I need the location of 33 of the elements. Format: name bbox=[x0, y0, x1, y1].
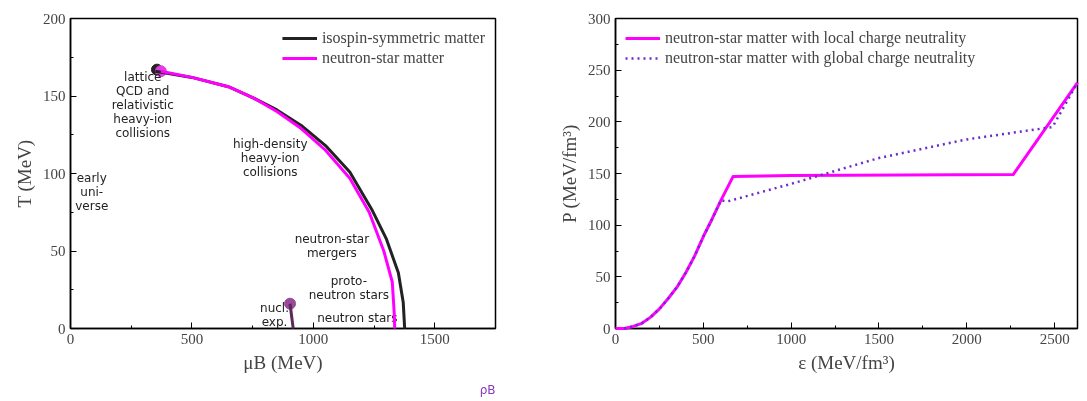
x-tick-label: 2500 bbox=[1039, 330, 1070, 347]
annotation: lattice QCD and relativistic heavy-ion collisions bbox=[111, 70, 174, 141]
legend-label: neutron-star matter bbox=[321, 49, 445, 67]
x-tick-label: 500 bbox=[692, 330, 715, 347]
x-tick-label: 1500 bbox=[864, 330, 894, 347]
legend-label: isospin-symmetric matter bbox=[321, 29, 485, 47]
annotation: proto- neutron stars bbox=[308, 274, 389, 303]
y-tick-label: 150 bbox=[588, 165, 611, 182]
y-tick-label: 200 bbox=[588, 113, 611, 130]
y-tick-label: 50 bbox=[595, 268, 611, 285]
x-tick-label: 500 bbox=[180, 330, 204, 347]
y-tick-label: 200 bbox=[43, 10, 66, 27]
x-tick-label: 1000 bbox=[776, 330, 807, 347]
x-axis-title: μB (MeV) bbox=[243, 351, 323, 374]
legend-label: neutron-star matter with local charge neutrality bbox=[665, 29, 967, 47]
y-tick-label: 100 bbox=[588, 217, 611, 234]
annotation: nucl. exp. bbox=[260, 300, 289, 329]
x-tick-label: 2000 bbox=[951, 330, 982, 347]
annotation: neutron-star mergers bbox=[294, 232, 370, 261]
y-tick-label: 50 bbox=[50, 243, 66, 259]
y-tick-label: 100 bbox=[43, 165, 66, 182]
y-axis-title: P (MeV/fm³) bbox=[559, 124, 581, 224]
legend-label: neutron-star matter with global charge neutrality bbox=[665, 49, 976, 67]
x-tick-label: 1500 bbox=[419, 330, 450, 347]
y-tick-label: 150 bbox=[43, 88, 66, 104]
y-tick-label: 250 bbox=[588, 62, 611, 79]
y-axis-title: T (MeV) bbox=[14, 139, 36, 208]
annotation: early uni- verse bbox=[75, 171, 109, 214]
y-tick-label: 300 bbox=[588, 10, 611, 27]
text: ρB bbox=[479, 382, 496, 397]
x-tick-label: 1000 bbox=[298, 330, 329, 347]
x-axis-title: ε (MeV/fm³) bbox=[798, 351, 895, 374]
annotation: high-density heavy-ion collisions bbox=[233, 137, 308, 179]
